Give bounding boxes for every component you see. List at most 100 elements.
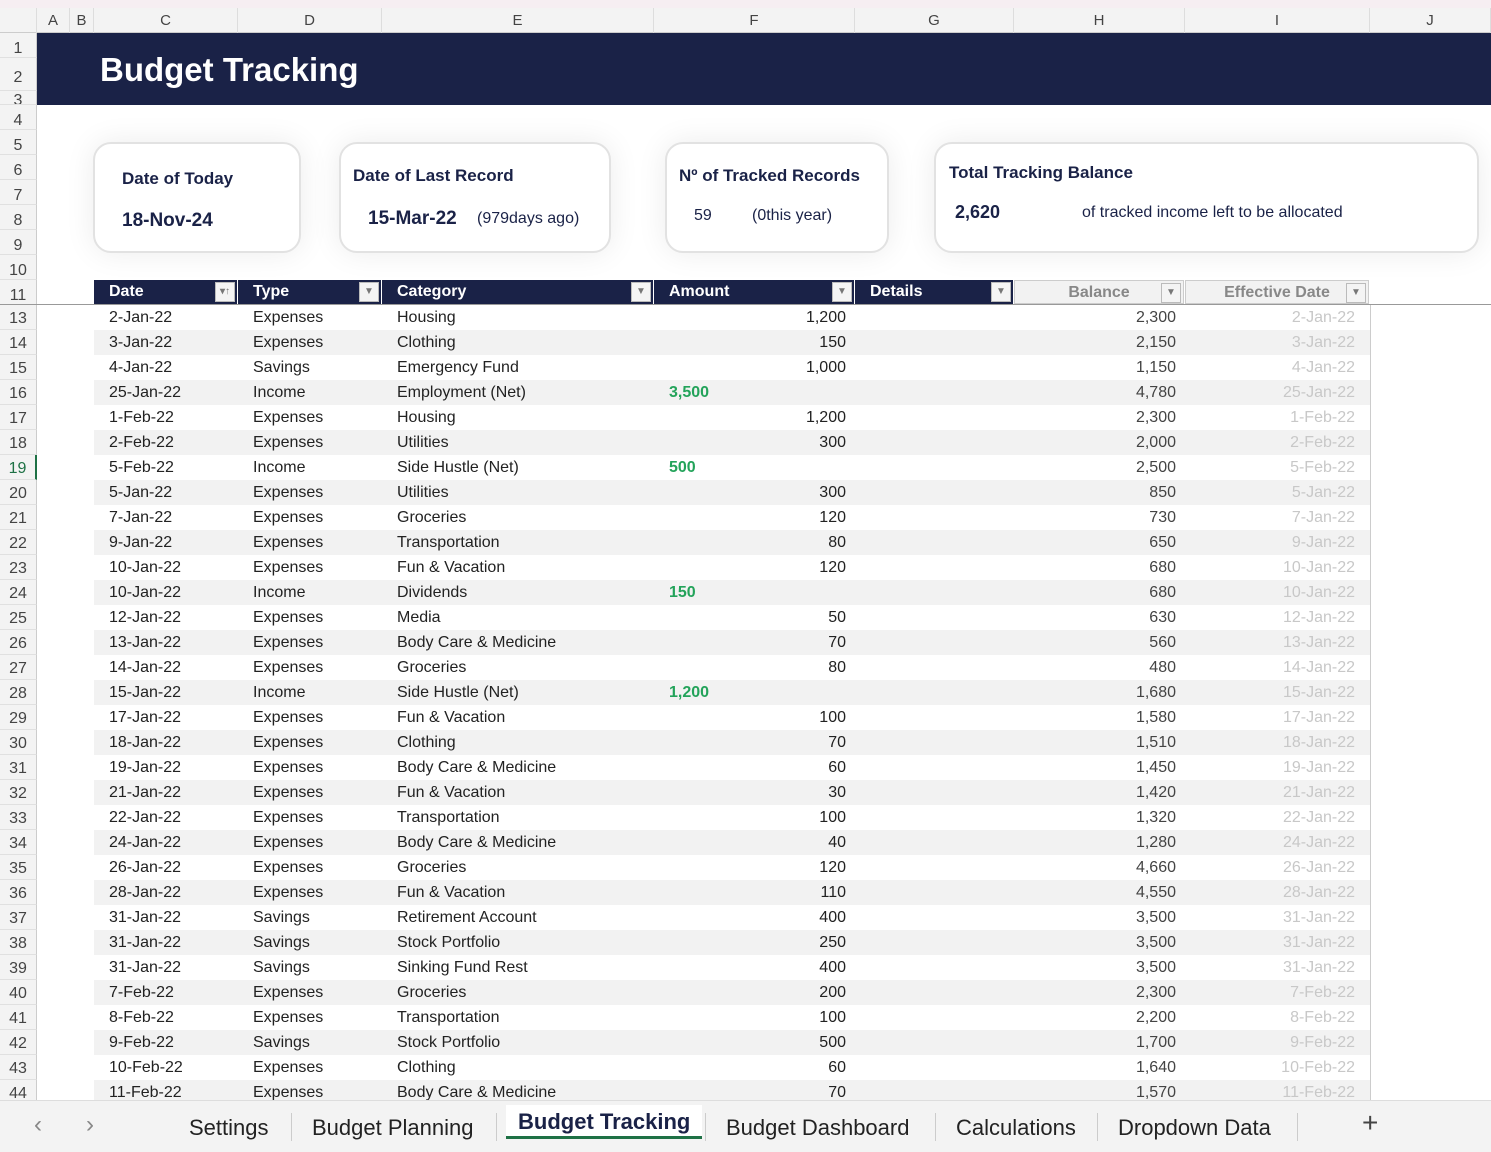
table-row[interactable]: 4-Jan-22 Savings Emergency Fund 1,000 1,… [94, 355, 1370, 380]
cell-balance[interactable]: 1,420 [1135, 784, 1176, 801]
cell-type[interactable]: Expenses [253, 659, 324, 676]
cell-category[interactable]: Sinking Fund Rest [397, 959, 528, 976]
cell-type[interactable]: Expenses [253, 1059, 324, 1076]
cell-category[interactable]: Groceries [397, 659, 467, 676]
cell-date[interactable]: 3-Jan-22 [109, 334, 173, 351]
sheet-tab[interactable]: Dropdown Data [1118, 1115, 1271, 1140]
row-header[interactable]: 27 [0, 655, 37, 680]
table-row[interactable]: 12-Jan-22 Expenses Media 50 630 12-Jan-2… [94, 605, 1370, 630]
row-header[interactable]: 19 [0, 455, 37, 480]
sort-filter-icon[interactable]: ▾↑ [215, 282, 235, 302]
cell-date[interactable]: 31-Jan-22 [109, 934, 182, 951]
row-header[interactable]: 41 [0, 1005, 37, 1030]
cell-type[interactable]: Savings [253, 959, 310, 976]
sheet-tab[interactable]: Calculations [956, 1115, 1076, 1140]
table-row[interactable]: 2-Feb-22 Expenses Utilities 300 2,000 2-… [94, 430, 1370, 455]
cell-balance[interactable]: 730 [1149, 509, 1176, 526]
cell-amount[interactable]: 300 [819, 484, 846, 501]
cell-amount[interactable]: 200 [819, 984, 846, 1001]
table-row[interactable]: 31-Jan-22 Savings Stock Portfolio 250 3,… [94, 930, 1370, 955]
cell-type[interactable]: Income [253, 384, 306, 401]
cell-type[interactable]: Expenses [253, 759, 324, 776]
cell-balance[interactable]: 850 [1149, 484, 1176, 501]
cell-balance[interactable]: 2,150 [1135, 334, 1176, 351]
cell-category[interactable]: Transportation [397, 809, 500, 826]
cell-amount[interactable]: 60 [828, 1059, 846, 1076]
row-header[interactable]: 39 [0, 955, 37, 980]
cell-type[interactable]: Expenses [253, 884, 324, 901]
table-row[interactable]: 2-Jan-22 Expenses Housing 1,200 2,300 2-… [94, 305, 1370, 330]
cell-type[interactable]: Savings [253, 934, 310, 951]
cell-balance[interactable]: 630 [1149, 609, 1176, 626]
sheet-tab[interactable]: Budget Dashboard [726, 1115, 910, 1140]
cell-balance[interactable]: 1,580 [1135, 709, 1176, 726]
cell-type[interactable]: Savings [253, 1034, 310, 1051]
table-row[interactable]: 17-Jan-22 Expenses Fun & Vacation 100 1,… [94, 705, 1370, 730]
cell-amount[interactable]: 400 [819, 959, 846, 976]
filter-dropdown-icon[interactable]: ▼ [359, 282, 379, 302]
cell-effective-date[interactable]: 14-Jan-22 [1282, 659, 1355, 676]
row-header[interactable]: 1 [0, 33, 37, 58]
cell-amount[interactable]: 80 [828, 659, 846, 676]
cell-date[interactable]: 31-Jan-22 [109, 909, 182, 926]
cell-type[interactable]: Expenses [253, 484, 324, 501]
cell-amount[interactable]: 500 [669, 459, 696, 476]
table-row[interactable]: 13-Jan-22 Expenses Body Care & Medicine … [94, 630, 1370, 655]
cell-balance[interactable]: 3,500 [1135, 909, 1176, 926]
cell-date[interactable]: 8-Feb-22 [109, 1009, 174, 1026]
cell-effective-date[interactable]: 25-Jan-22 [1282, 384, 1355, 401]
cell-type[interactable]: Expenses [253, 509, 324, 526]
cell-effective-date[interactable]: 7-Jan-22 [1291, 509, 1355, 526]
row-header[interactable]: 30 [0, 730, 37, 755]
cell-date[interactable]: 1-Feb-22 [109, 409, 174, 426]
cell-effective-date[interactable]: 21-Jan-22 [1282, 784, 1355, 801]
cell-type[interactable]: Expenses [253, 734, 324, 751]
row-header[interactable]: 13 [0, 305, 37, 330]
table-row[interactable]: 21-Jan-22 Expenses Fun & Vacation 30 1,4… [94, 780, 1370, 805]
row-header[interactable]: 23 [0, 555, 37, 580]
cell-amount[interactable]: 1,200 [669, 684, 710, 701]
cell-amount[interactable]: 70 [828, 734, 846, 751]
add-sheet-button[interactable]: + [1362, 1107, 1379, 1138]
cell-date[interactable]: 24-Jan-22 [109, 834, 182, 851]
filter-dropdown-icon[interactable]: ▼ [1161, 283, 1181, 303]
table-row[interactable]: 7-Feb-22 Expenses Groceries 200 2,300 7-… [94, 980, 1370, 1005]
row-header[interactable]: 16 [0, 380, 37, 405]
table-row[interactable]: 31-Jan-22 Savings Sinking Fund Rest 400 … [94, 955, 1370, 980]
next-sheet-icon[interactable]: › [86, 1111, 94, 1138]
row-header[interactable]: 32 [0, 780, 37, 805]
row-header[interactable]: 10 [0, 255, 37, 280]
cell-category[interactable]: Clothing [397, 334, 456, 351]
cell-amount[interactable]: 120 [819, 859, 846, 876]
row-header[interactable]: 24 [0, 580, 37, 605]
table-row[interactable]: 10-Jan-22 Expenses Fun & Vacation 120 68… [94, 555, 1370, 580]
cell-balance[interactable]: 2,300 [1135, 409, 1176, 426]
table-row[interactable]: 5-Feb-22 Income Side Hustle (Net) 500 2,… [94, 455, 1370, 480]
cell-type[interactable]: Expenses [253, 709, 324, 726]
cell-effective-date[interactable]: 31-Jan-22 [1282, 934, 1355, 951]
cell-date[interactable]: 5-Jan-22 [109, 484, 173, 501]
cell-category[interactable]: Media [397, 609, 441, 626]
cell-effective-date[interactable]: 15-Jan-22 [1282, 684, 1355, 701]
cell-category[interactable]: Retirement Account [397, 909, 537, 926]
cell-type[interactable]: Income [253, 459, 306, 476]
cell-balance[interactable]: 1,570 [1135, 1084, 1176, 1101]
column-header[interactable]: G [855, 8, 1014, 33]
sheet-tab[interactable]: Budget Planning [312, 1115, 474, 1140]
table-row[interactable]: 10-Jan-22 Income Dividends 150 680 10-Ja… [94, 580, 1370, 605]
cell-category[interactable]: Fun & Vacation [397, 784, 506, 801]
cell-amount[interactable]: 100 [819, 1009, 846, 1026]
cell-balance[interactable]: 1,510 [1135, 734, 1176, 751]
cell-effective-date[interactable]: 31-Jan-22 [1282, 909, 1355, 926]
cell-category[interactable]: Clothing [397, 734, 456, 751]
cell-balance[interactable]: 1,640 [1135, 1059, 1176, 1076]
table-row[interactable]: 15-Jan-22 Income Side Hustle (Net) 1,200… [94, 680, 1370, 705]
table-row[interactable]: 10-Feb-22 Expenses Clothing 60 1,640 10-… [94, 1055, 1370, 1080]
column-header[interactable]: J [1370, 8, 1491, 33]
column-header[interactable]: A [37, 8, 70, 33]
table-row[interactable]: 18-Jan-22 Expenses Clothing 70 1,510 18-… [94, 730, 1370, 755]
cell-amount[interactable]: 500 [819, 1034, 846, 1051]
row-header[interactable]: 20 [0, 480, 37, 505]
cell-category[interactable]: Employment (Net) [397, 384, 526, 401]
cell-amount[interactable]: 250 [819, 934, 846, 951]
